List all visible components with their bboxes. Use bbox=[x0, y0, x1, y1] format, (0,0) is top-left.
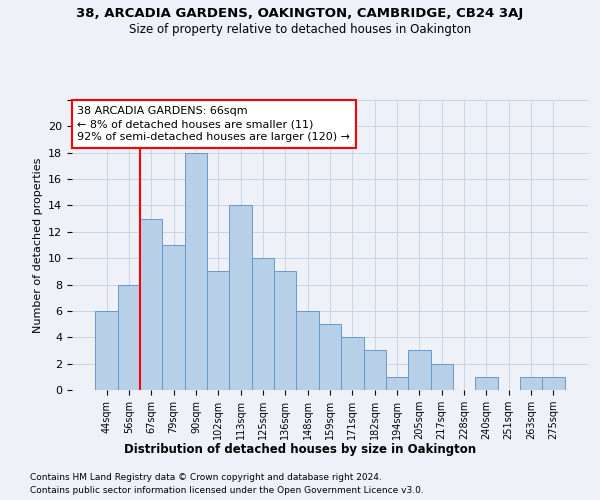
Bar bbox=[408, 350, 431, 390]
Bar bbox=[475, 377, 497, 390]
Bar bbox=[431, 364, 453, 390]
Bar bbox=[341, 338, 364, 390]
Text: Distribution of detached houses by size in Oakington: Distribution of detached houses by size … bbox=[124, 442, 476, 456]
Bar bbox=[386, 377, 408, 390]
Bar bbox=[163, 245, 185, 390]
Text: 38 ARCADIA GARDENS: 66sqm
← 8% of detached houses are smaller (11)
92% of semi-d: 38 ARCADIA GARDENS: 66sqm ← 8% of detach… bbox=[77, 106, 350, 142]
Text: Contains HM Land Registry data © Crown copyright and database right 2024.: Contains HM Land Registry data © Crown c… bbox=[30, 472, 382, 482]
Bar bbox=[229, 206, 252, 390]
Bar bbox=[542, 377, 565, 390]
Bar bbox=[252, 258, 274, 390]
Bar bbox=[296, 311, 319, 390]
Bar bbox=[95, 311, 118, 390]
Bar bbox=[207, 272, 229, 390]
Bar bbox=[364, 350, 386, 390]
Text: 38, ARCADIA GARDENS, OAKINGTON, CAMBRIDGE, CB24 3AJ: 38, ARCADIA GARDENS, OAKINGTON, CAMBRIDG… bbox=[76, 8, 524, 20]
Text: Contains public sector information licensed under the Open Government Licence v3: Contains public sector information licen… bbox=[30, 486, 424, 495]
Bar bbox=[118, 284, 140, 390]
Bar bbox=[319, 324, 341, 390]
Bar bbox=[274, 272, 296, 390]
Text: Size of property relative to detached houses in Oakington: Size of property relative to detached ho… bbox=[129, 22, 471, 36]
Y-axis label: Number of detached properties: Number of detached properties bbox=[32, 158, 43, 332]
Bar bbox=[185, 152, 207, 390]
Bar bbox=[140, 218, 163, 390]
Bar bbox=[520, 377, 542, 390]
